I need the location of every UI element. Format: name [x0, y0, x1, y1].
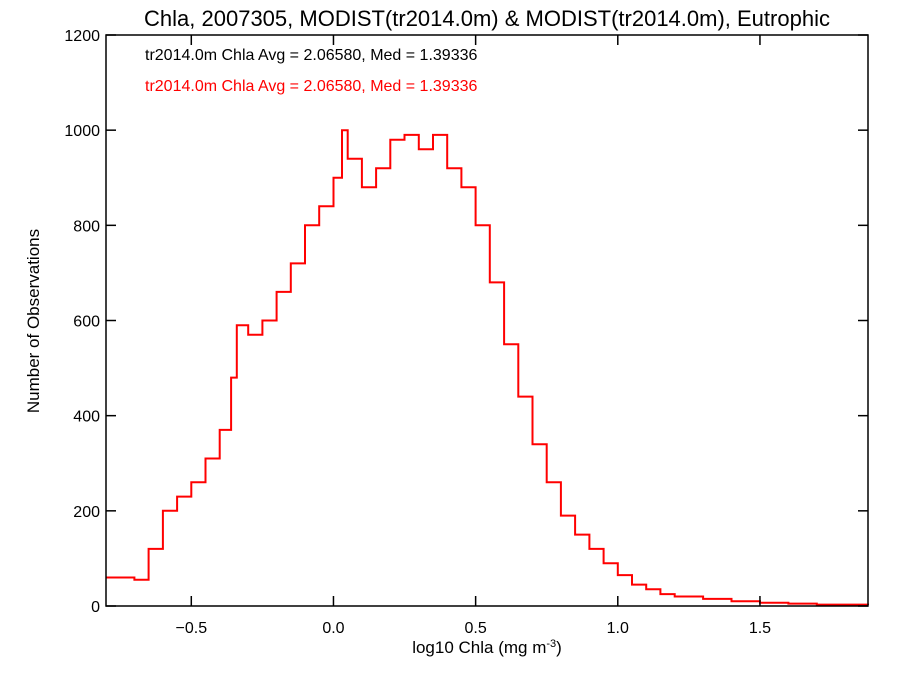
- annotation-black: tr2014.0m Chla Avg = 2.06580, Med = 1.39…: [145, 47, 477, 64]
- axis-ticks: −0.5 0.0 0.5 1.0 1.5 0 200 400 600 800 1000 1200: [64, 28, 868, 637]
- y-tick-label: 1200: [64, 28, 100, 45]
- y-tick-label: 200: [73, 504, 100, 521]
- histogram-series-0: [106, 129, 869, 606]
- x-axis-label-end: ): [556, 638, 562, 657]
- x-tick-label: 1.0: [607, 620, 629, 637]
- y-axis-label: Number of Observations: [24, 229, 43, 413]
- chart-title: Chla, 2007305, MODIST(tr2014.0m) & MODIS…: [144, 6, 830, 31]
- x-tick-label: 0.5: [465, 620, 487, 637]
- x-axis-label-main: log10 Chla (mg m: [412, 638, 546, 657]
- annotation-red: tr2014.0m Chla Avg = 2.06580, Med = 1.39…: [145, 78, 477, 95]
- x-axis-label-sup: -3: [546, 638, 556, 650]
- x-tick-label: 0.0: [322, 620, 344, 637]
- x-axis-label: log10 Chla (mg m-3): [412, 638, 562, 657]
- y-tick-label: 1000: [64, 123, 100, 140]
- y-tick-label: 400: [73, 409, 100, 426]
- y-tick-label: 800: [73, 218, 100, 235]
- x-tick-label: −0.5: [176, 620, 208, 637]
- plot-frame: [105, 34, 869, 607]
- x-tick-label: 1.5: [749, 620, 771, 637]
- y-tick-label: 600: [73, 314, 100, 331]
- annotations: tr2014.0m Chla Avg = 2.06580, Med = 1.39…: [145, 47, 477, 95]
- y-tick-label: 0: [91, 599, 100, 616]
- plot-area: [106, 129, 869, 606]
